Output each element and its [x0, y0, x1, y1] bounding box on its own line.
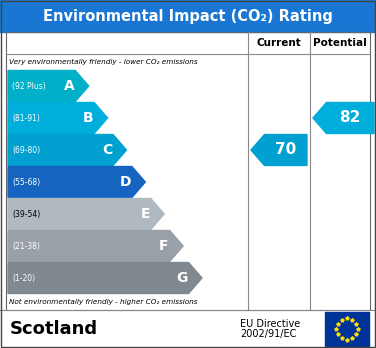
Text: (55-68): (55-68) [12, 177, 40, 187]
Text: (92 Plus): (92 Plus) [12, 81, 46, 90]
Bar [325, 312, 369, 346]
Polygon shape [8, 230, 183, 261]
Polygon shape [8, 166, 146, 198]
Text: 70: 70 [275, 142, 296, 158]
Text: A: A [64, 79, 74, 93]
Polygon shape [251, 134, 307, 166]
Text: F: F [159, 239, 169, 253]
Text: 82: 82 [340, 111, 361, 126]
Text: Not environmentally friendly - higher CO₂ emissions: Not environmentally friendly - higher CO… [9, 299, 197, 305]
Bar [0, 0, 376, 32]
Text: Environmental Impact (CO₂) Rating: Environmental Impact (CO₂) Rating [43, 8, 333, 24]
Polygon shape [8, 198, 164, 229]
Text: (69-80): (69-80) [12, 145, 40, 155]
Text: B: B [82, 111, 93, 125]
Text: (39-54): (39-54) [12, 209, 40, 219]
Text: (21-38): (21-38) [12, 242, 40, 251]
Polygon shape [313, 103, 374, 134]
Text: C: C [102, 143, 112, 157]
Text: EU Directive: EU Directive [240, 319, 300, 329]
Text: (1-20): (1-20) [12, 274, 35, 283]
Text: (81-91): (81-91) [12, 113, 40, 122]
Text: Potential: Potential [313, 38, 367, 48]
Text: E: E [140, 207, 150, 221]
Text: Very environmentally friendly - lower CO₂ emissions: Very environmentally friendly - lower CO… [9, 59, 198, 65]
Text: D: D [120, 175, 131, 189]
Text: G: G [176, 271, 188, 285]
Polygon shape [8, 262, 202, 293]
Polygon shape [8, 103, 108, 134]
Polygon shape [8, 134, 126, 166]
Text: Scotland: Scotland [10, 320, 98, 338]
Bar [6, 32, 370, 310]
Text: Current: Current [257, 38, 302, 48]
Polygon shape [8, 71, 89, 102]
Text: 2002/91/EC: 2002/91/EC [240, 329, 296, 339]
